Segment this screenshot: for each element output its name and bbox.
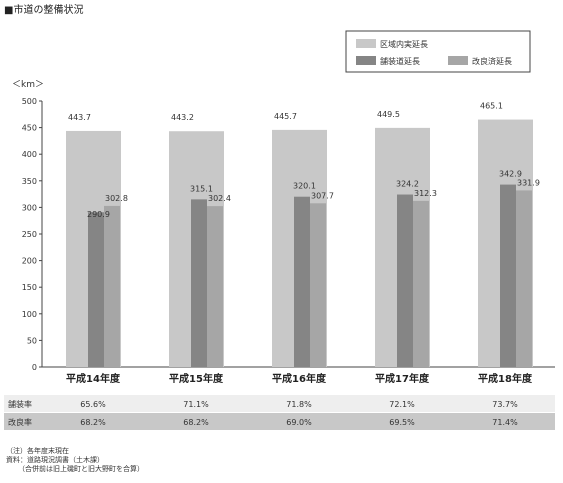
table-row-label: 改良率	[8, 417, 32, 427]
bar-improved	[516, 190, 532, 367]
value-label-area: 443.7	[68, 113, 91, 122]
y-tick-label: 50	[27, 336, 37, 345]
legend-swatch-improved	[448, 56, 468, 65]
table-row-label: 舗装率	[8, 399, 32, 409]
footnote-date: （注）各年度末現在	[6, 447, 69, 455]
value-label-paved: 324.2	[396, 180, 419, 189]
footnote-merger: （合併前は旧上磯町と旧大野町を合算）	[18, 465, 144, 473]
table-row-band	[4, 413, 555, 430]
legend-frame	[345, 30, 531, 73]
table-cell: 71.1%	[183, 400, 209, 409]
value-label-improved: 302.8	[105, 194, 128, 203]
table-cell: 71.4%	[492, 418, 518, 427]
bar-improved	[413, 200, 429, 367]
y-tick-label: 450	[22, 124, 37, 133]
x-category-label: 平成16年度	[272, 372, 327, 385]
x-category-label: 平成18年度	[478, 372, 533, 385]
value-label-area: 465.1	[480, 102, 503, 111]
value-label-area: 445.7	[274, 112, 297, 121]
value-label-improved: 312.3	[414, 189, 437, 198]
table-cell: 68.2%	[183, 418, 209, 427]
y-tick-label: 300	[22, 203, 37, 212]
y-tick-label: 250	[22, 230, 37, 239]
legend: 区域内実延長 舗装道延長 改良済延長	[345, 30, 531, 73]
legend-swatch-paved	[356, 56, 376, 65]
footnote-source: 資料：道路現況調書（土木課）	[6, 456, 104, 464]
value-label-paved: 320.1	[293, 182, 316, 191]
y-tick-label: 350	[22, 177, 37, 186]
bar-paved	[397, 194, 413, 367]
value-label-paved: 342.9	[499, 170, 522, 179]
table-row-improvement-rate: 改良率 68.2% 68.2% 69.0% 69.5% 71.4%	[4, 413, 555, 430]
bar-improved	[310, 203, 326, 367]
legend-swatch-area	[356, 39, 376, 48]
chart-title: ■市道の整備状況	[4, 3, 83, 16]
y-tick-label: 200	[22, 257, 37, 266]
table-row-paving-rate: 舗装率 65.6% 71.1% 71.8% 72.1% 73.7%	[4, 395, 555, 412]
table-cell: 72.1%	[389, 400, 415, 409]
y-axis-unit: ＜km＞	[12, 80, 44, 90]
bar-paved	[88, 212, 104, 367]
legend-label-paved: 舗装道延長	[380, 56, 420, 66]
x-category-label: 平成15年度	[169, 372, 224, 385]
bar-paved	[191, 199, 207, 367]
value-label-paved: 290.9	[87, 210, 110, 219]
table-cell: 69.0%	[286, 418, 312, 427]
bar-paved	[500, 184, 516, 367]
y-tick-label: 100	[22, 310, 37, 319]
y-tick-label: 0	[32, 363, 37, 372]
legend-label-improved: 改良済延長	[472, 56, 512, 66]
value-label-improved: 331.9	[517, 178, 540, 187]
value-label-improved: 307.7	[311, 191, 334, 200]
bar-paved	[294, 196, 310, 367]
table-cell: 71.8%	[286, 400, 312, 409]
bar-improved	[104, 205, 120, 367]
value-label-paved: 315.1	[190, 184, 213, 193]
y-tick-label: 500	[22, 97, 37, 106]
table-row-band	[4, 395, 555, 412]
table-cell: 69.5%	[389, 418, 415, 427]
x-category-label: 平成14年度	[66, 372, 121, 385]
y-tick-label: 150	[22, 283, 37, 292]
y-tick-label: 400	[22, 150, 37, 159]
value-label-area: 449.5	[377, 110, 400, 119]
table-cell: 73.7%	[492, 400, 518, 409]
table-cell: 65.6%	[80, 400, 106, 409]
x-category-label: 平成17年度	[375, 372, 430, 385]
legend-label-area: 区域内実延長	[380, 39, 428, 49]
value-label-area: 443.2	[171, 113, 194, 122]
bar-improved	[207, 206, 223, 367]
value-label-improved: 302.4	[208, 194, 231, 203]
table-cell: 68.2%	[80, 418, 106, 427]
